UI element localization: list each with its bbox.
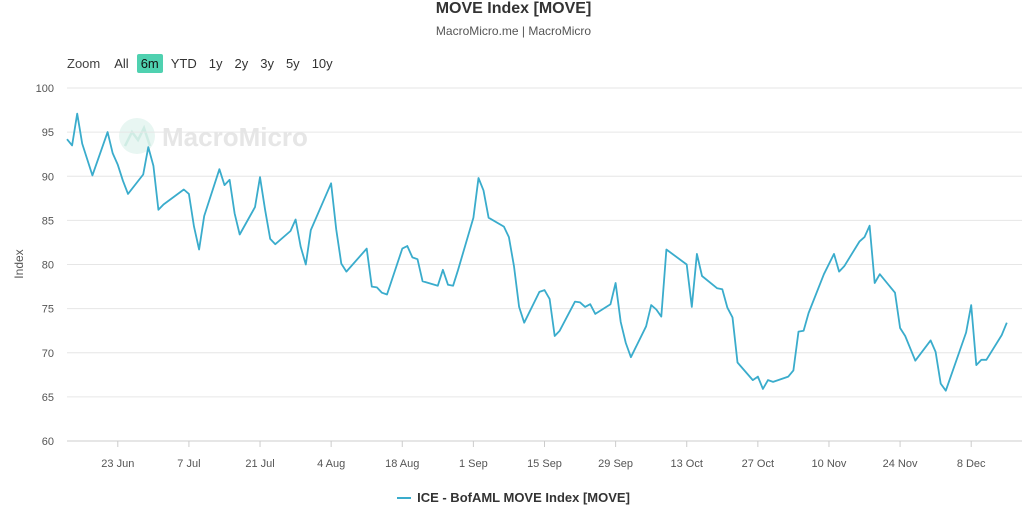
chart-title: MOVE Index [MOVE] bbox=[435, 0, 592, 17]
y-tick-label: 100 bbox=[36, 83, 54, 95]
y-tick-label: 60 bbox=[42, 436, 54, 448]
x-tick-label: 24 Nov bbox=[883, 458, 918, 470]
x-tick-label: 27 Oct bbox=[742, 458, 774, 470]
y-tick-label: 90 bbox=[42, 171, 54, 183]
zoom-button-1y[interactable]: 1y bbox=[208, 56, 223, 71]
x-tick-label: 1 Sep bbox=[459, 458, 488, 470]
zoom-bar: Zoom All 6m YTD 1y 2y 3y 5y 10y bbox=[67, 54, 341, 73]
zoom-button-5y[interactable]: 5y bbox=[285, 56, 300, 71]
legend-label: ICE - BofAML MOVE Index [MOVE] bbox=[417, 490, 630, 505]
zoom-button-2y[interactable]: 2y bbox=[234, 56, 249, 71]
x-tick-label: 29 Sep bbox=[598, 458, 633, 470]
zoom-label: Zoom bbox=[67, 56, 101, 71]
x-tick-label: 7 Jul bbox=[177, 458, 200, 470]
y-tick-label: 65 bbox=[42, 392, 54, 404]
y-tick-label: 70 bbox=[42, 348, 54, 360]
y-axis: 60 65 70 75 80 85 90 95 100 bbox=[36, 83, 54, 448]
y-axis-label: Index bbox=[12, 249, 26, 278]
x-tick-label: 4 Aug bbox=[317, 458, 345, 470]
zoom-button-10y[interactable]: 10y bbox=[311, 56, 333, 71]
y-tick-label: 85 bbox=[42, 215, 54, 227]
chart-subtitle: MacroMicro.me | MacroMicro bbox=[435, 24, 592, 38]
zoom-button-3y[interactable]: 3y bbox=[260, 56, 274, 71]
legend-swatch bbox=[397, 496, 412, 499]
watermark: MacroMicro bbox=[119, 118, 308, 154]
y-tick-label: 80 bbox=[42, 260, 54, 272]
x-tick-label: 15 Sep bbox=[527, 458, 562, 470]
watermark-mountain-icon bbox=[123, 124, 152, 147]
x-axis: 23 Jun 7 Jul 21 Jul 4 Aug 18 Aug 1 Sep 15 Sep 2… bbox=[101, 441, 986, 470]
x-tick-label: 21 Jul bbox=[245, 458, 274, 470]
zoom-button-6m[interactable]: 6m bbox=[136, 54, 163, 73]
x-tick-label: 10 Nov bbox=[812, 458, 847, 470]
y-tick-label: 95 bbox=[42, 127, 54, 139]
watermark-text: MacroMicro bbox=[162, 122, 308, 152]
x-tick-label: 18 Aug bbox=[385, 458, 419, 470]
x-tick-label: 23 Jun bbox=[101, 458, 134, 470]
x-tick-label: 13 Oct bbox=[671, 458, 703, 470]
series-line[interactable] bbox=[66, 112, 1008, 392]
y-tick-label: 75 bbox=[42, 304, 54, 316]
legend[interactable]: ICE - BofAML MOVE Index [MOVE] bbox=[0, 490, 1027, 505]
watermark-logo-icon bbox=[119, 118, 155, 154]
zoom-button-ytd[interactable]: YTD bbox=[170, 56, 197, 71]
x-tick-label: 8 Dec bbox=[957, 458, 986, 470]
zoom-button-all[interactable]: All bbox=[114, 56, 129, 71]
